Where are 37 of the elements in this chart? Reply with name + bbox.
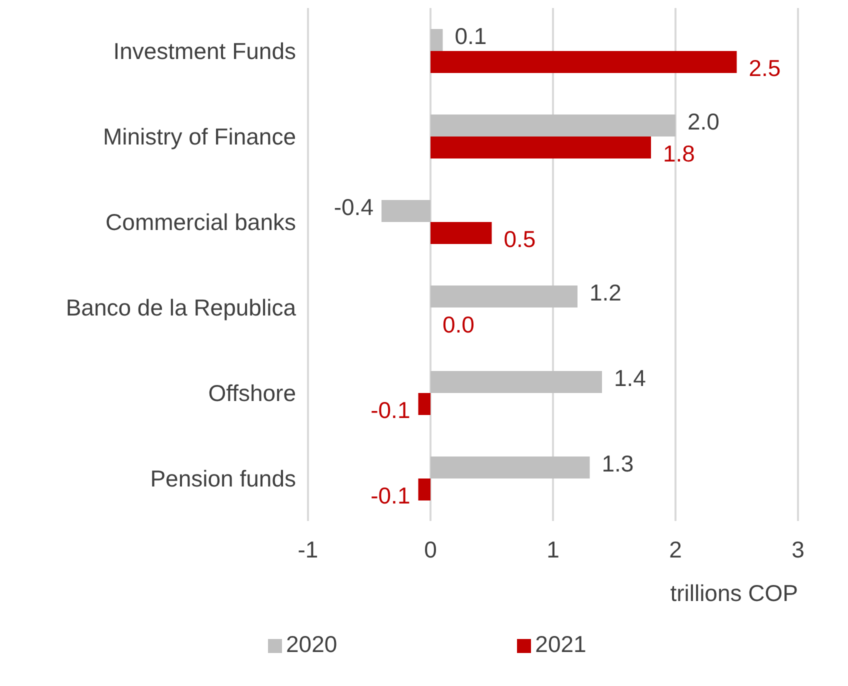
bar [430, 286, 578, 308]
data-label: 0.1 [454, 23, 487, 49]
x-tick-label: -1 [298, 536, 318, 562]
bar [418, 393, 430, 415]
data-label: 2.0 [688, 108, 720, 134]
bar [430, 114, 676, 136]
x-tick-label: 2 [669, 536, 682, 562]
x-axis-title: trillions COP [670, 580, 798, 606]
data-label: 1.4 [614, 365, 646, 391]
data-label: 1.8 [663, 140, 695, 166]
y-tick-label: Investment Funds [113, 38, 296, 64]
bar [382, 200, 430, 222]
y-tick-label: Commercial banks [106, 208, 296, 235]
bar [430, 29, 443, 51]
legend-label: 2021 [535, 631, 586, 657]
y-tick-label: Ministry of Finance [102, 123, 296, 150]
data-label: -0.1 [370, 482, 410, 508]
bar [430, 456, 590, 478]
data-label: 2.5 [748, 55, 781, 81]
data-label: 1.3 [602, 450, 634, 476]
bar [430, 371, 602, 393]
bar [430, 51, 737, 73]
bar [430, 136, 651, 158]
data-label: -0.4 [334, 194, 374, 220]
data-label: 0.0 [442, 312, 474, 338]
bar [418, 478, 430, 500]
x-tick-label: 1 [546, 536, 560, 562]
y-tick-label: Pension funds [150, 465, 296, 492]
y-tick-label: Offshore [208, 380, 296, 406]
x-tick-label: 3 [792, 536, 804, 562]
y-tick-label: Banco de la Republica [66, 294, 296, 320]
bar [430, 222, 492, 244]
data-label: -0.1 [370, 397, 410, 423]
x-tick-label: 0 [424, 536, 437, 562]
legend-label: 2020 [286, 631, 338, 657]
data-label: 1.2 [590, 280, 622, 306]
data-label: 0.5 [504, 226, 536, 252]
